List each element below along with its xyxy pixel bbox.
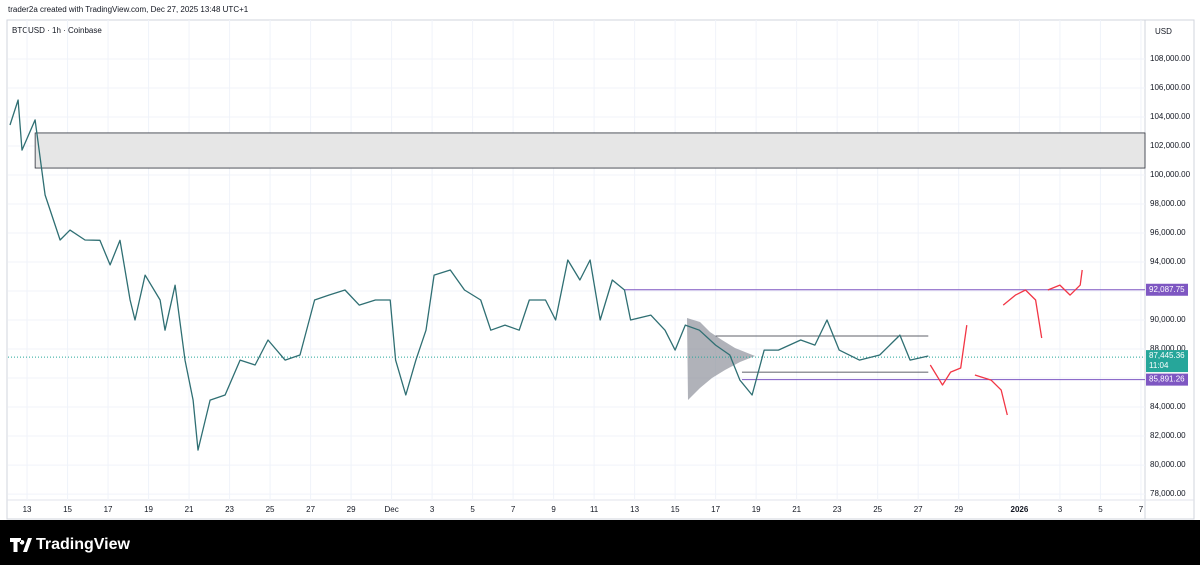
y-tick-label: 98,000.00 bbox=[1150, 199, 1186, 208]
y-tick-label: 88,000.00 bbox=[1150, 344, 1186, 353]
x-tick-label: 27 bbox=[914, 505, 923, 514]
x-tick-label: 17 bbox=[711, 505, 720, 514]
x-tick-label: 7 bbox=[511, 505, 516, 514]
level-label: 85,891.26 bbox=[1149, 375, 1185, 384]
x-tick-label: 2026 bbox=[1011, 505, 1029, 514]
y-tick-label: 90,000.00 bbox=[1150, 315, 1186, 324]
x-tick-label: 7 bbox=[1139, 505, 1144, 514]
y-tick-label: 100,000.00 bbox=[1150, 170, 1191, 179]
header-text: trader2a created with TradingView.com, D… bbox=[8, 5, 249, 14]
x-tick-label: 21 bbox=[185, 505, 194, 514]
y-tick-label: 78,000.00 bbox=[1150, 489, 1186, 498]
x-tick-label: 17 bbox=[104, 505, 113, 514]
x-tick-label: 29 bbox=[347, 505, 356, 514]
x-tick-label: 27 bbox=[306, 505, 315, 514]
x-tick-label: 23 bbox=[833, 505, 842, 514]
y-tick-label: 102,000.00 bbox=[1150, 141, 1191, 150]
price-tag bbox=[1146, 350, 1188, 373]
chart-title: BTCUSD · 1h · Coinbase bbox=[12, 26, 102, 35]
logo-icon bbox=[10, 538, 32, 552]
y-tick-label: 108,000.00 bbox=[1150, 54, 1191, 63]
countdown-label: 11:04 bbox=[1149, 361, 1169, 370]
x-tick-label: 25 bbox=[266, 505, 275, 514]
price-line bbox=[9, 99, 929, 451]
x-tick-label: 19 bbox=[752, 505, 761, 514]
x-tick-label: 19 bbox=[144, 505, 153, 514]
x-tick-label: 13 bbox=[630, 505, 639, 514]
x-tick-label: 21 bbox=[792, 505, 801, 514]
current-price-label: 87,445.36 bbox=[1149, 351, 1185, 360]
footer-logo-text: TradingView bbox=[36, 536, 131, 553]
y-tick-label: 80,000.00 bbox=[1150, 460, 1186, 469]
level-label: 92,087.75 bbox=[1149, 285, 1185, 294]
x-tick-label: 11 bbox=[590, 505, 599, 514]
x-tick-label: 3 bbox=[430, 505, 435, 514]
footer-bar bbox=[0, 520, 1200, 565]
currency-label: USD bbox=[1155, 27, 1172, 36]
y-tick-label: 104,000.00 bbox=[1150, 112, 1191, 121]
x-tick-label: Dec bbox=[384, 505, 398, 514]
y-tick-label: 94,000.00 bbox=[1150, 257, 1186, 266]
plot: 78,000.0080,000.0082,000.0084,000.0086,0… bbox=[8, 20, 1191, 514]
x-tick-label: 25 bbox=[873, 505, 882, 514]
y-tick-label: 84,000.00 bbox=[1150, 402, 1186, 411]
x-tick-label: 13 bbox=[23, 505, 32, 514]
x-tick-label: 9 bbox=[551, 505, 556, 514]
x-tick-label: 3 bbox=[1058, 505, 1063, 514]
x-tick-label: 23 bbox=[225, 505, 234, 514]
level-tag bbox=[1146, 373, 1188, 386]
zone-box bbox=[34, 132, 1146, 169]
y-tick-label: 82,000.00 bbox=[1150, 431, 1186, 440]
x-tick-label: 5 bbox=[470, 505, 475, 514]
x-tick-label: 15 bbox=[671, 505, 680, 514]
volume-profile bbox=[687, 318, 755, 400]
price-line bbox=[929, 269, 1083, 416]
frame bbox=[6, 19, 1195, 520]
y-tick-label: 106,000.00 bbox=[1150, 83, 1191, 92]
x-tick-label: 15 bbox=[63, 505, 72, 514]
y-tick-label: 96,000.00 bbox=[1150, 228, 1186, 237]
x-tick-label: 29 bbox=[954, 505, 963, 514]
level-tag bbox=[1146, 283, 1188, 296]
x-tick-label: 5 bbox=[1098, 505, 1103, 514]
